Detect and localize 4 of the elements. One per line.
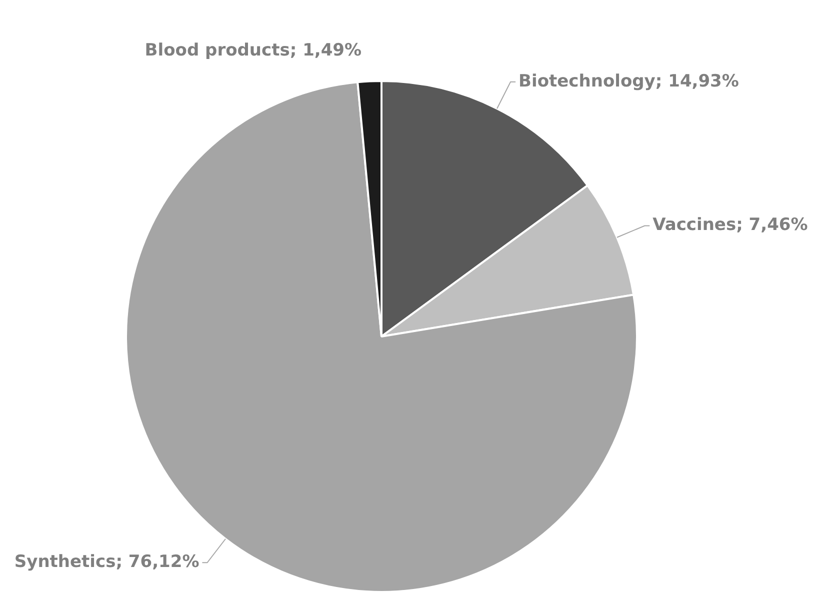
slice-label: Vaccines; 7,46% xyxy=(652,215,808,236)
slice-label: Synthetics; 76,12% xyxy=(14,552,200,572)
slice-label: Biotechnology; 14,93% xyxy=(518,71,739,92)
slice-label: Blood products; 1,49% xyxy=(144,40,362,61)
